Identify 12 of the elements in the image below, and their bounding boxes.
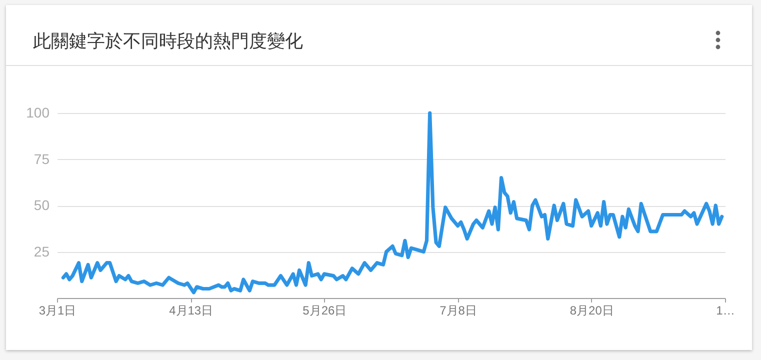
x-tick-label: 4月13日 [169,304,214,318]
x-tick-label: 5月26日 [302,304,347,318]
x-tick-label: 3月1日 [38,304,76,318]
y-tick-label: 100 [26,104,50,120]
line-series [61,111,724,294]
x-tick-label: 1… [716,304,735,318]
chart-title: 此關鍵字於不同時段的熱門度變化 [33,30,303,53]
x-tick-label: 7月8日 [440,304,477,318]
y-tick-label: 25 [34,243,50,260]
x-tick-label: 8月20日 [570,304,614,318]
y-tick-label: 50 [34,197,50,213]
y-tick-label: 75 [34,150,50,167]
